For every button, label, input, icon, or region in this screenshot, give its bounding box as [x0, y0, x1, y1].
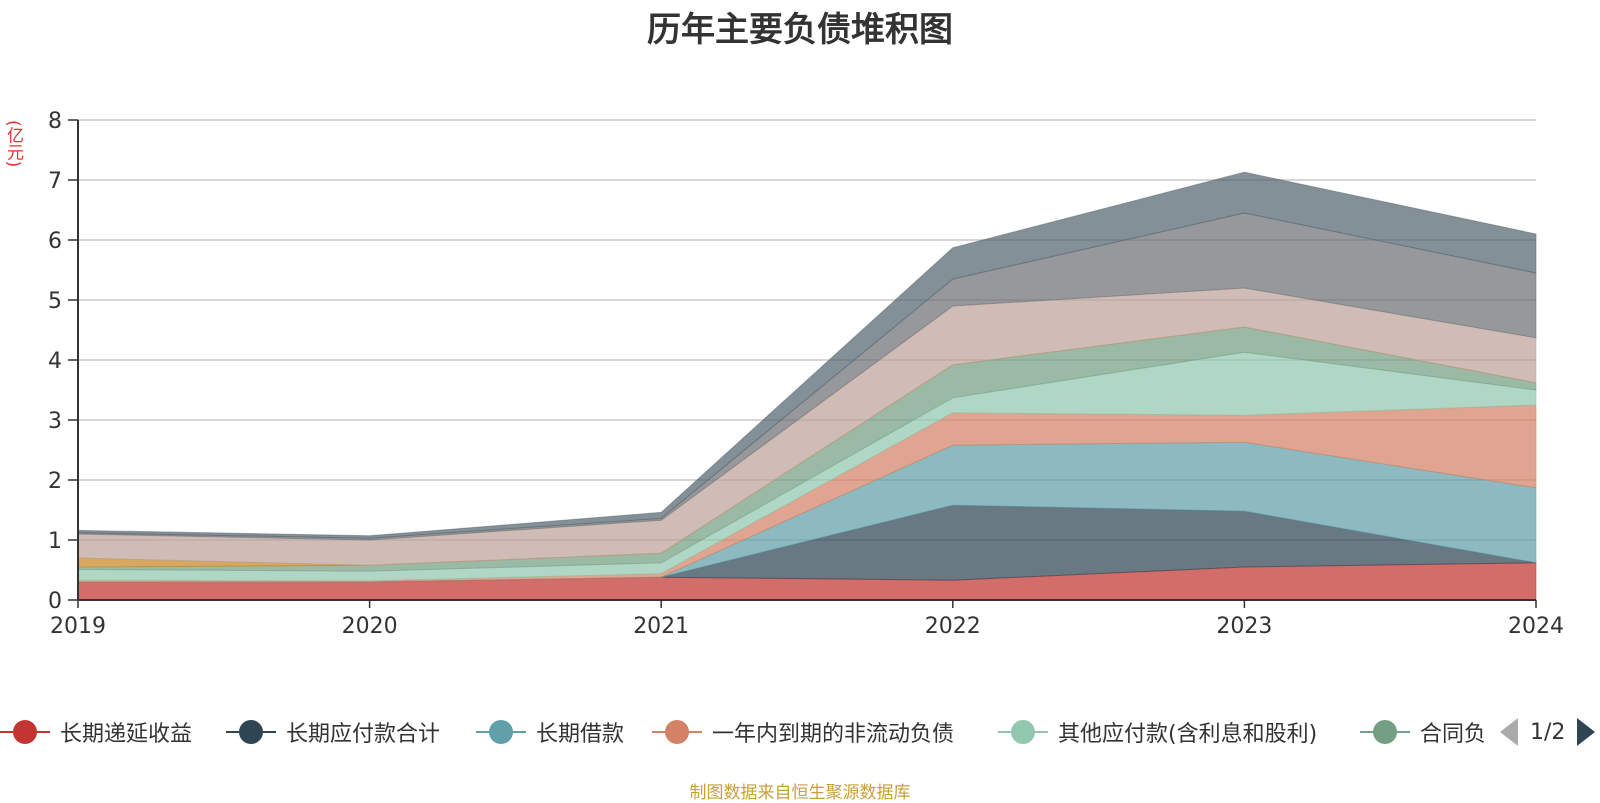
- y-tick-label: 4: [48, 349, 62, 374]
- legend-marker-icon: [476, 712, 526, 752]
- x-tick-label: 2024: [1508, 614, 1564, 639]
- legend-label: 长期借款: [536, 722, 625, 747]
- area-series-layer: [77, 171, 1537, 601]
- y-axis-unit-label: (亿元): [3, 120, 23, 168]
- x-tick-label: 2022: [925, 614, 981, 639]
- y-tick-label: 1: [48, 529, 62, 554]
- y-tick-label: 2: [48, 469, 62, 494]
- legend: 长期递延收益 长期应付款合计 长期借款 一年内到期的非流动负债 其他应付款(含利息和股利…: [0, 712, 1600, 752]
- chart-title: 历年主要负债堆积图: [647, 10, 953, 50]
- x-tick-label: 2023: [1216, 614, 1272, 639]
- x-tick-label: 2021: [633, 614, 689, 639]
- legend-item[interactable]: 长期递延收益: [0, 712, 192, 752]
- legend-marker-icon: [998, 712, 1048, 752]
- legend-marker-icon: [1360, 712, 1410, 752]
- legend-item[interactable]: 一年内到期的非流动负债: [652, 712, 954, 752]
- area-series-10[interactable]: [77, 171, 1537, 539]
- legend-items: 长期递延收益 长期应付款合计 长期借款 一年内到期的非流动负债 其他应付款(含利息和股利…: [0, 712, 1484, 752]
- legend-marker-icon: [0, 712, 50, 752]
- legend-pager: 1/2: [1500, 712, 1596, 752]
- y-tick-label: 7: [48, 169, 62, 194]
- y-tick-label: 0: [48, 589, 62, 614]
- legend-next-page-icon[interactable]: [1577, 718, 1596, 746]
- source-note: 制图数据来自恒生聚源数据库: [689, 783, 911, 803]
- x-tick-label: 2019: [50, 614, 106, 639]
- y-tick-label: 6: [48, 229, 62, 254]
- y-tick-label: 3: [48, 409, 62, 434]
- legend-page-indicator: 1/2: [1530, 719, 1566, 745]
- legend-label: 长期递延收益: [60, 722, 193, 747]
- x-tick-label: 2020: [342, 614, 398, 639]
- legend-label: 长期应付款合计: [286, 722, 441, 747]
- axes: 0 1 2 3 4 5 6 7 8 2019 2020 2021 2022 2023 2024: [48, 109, 1564, 639]
- legend-marker-icon: [652, 712, 702, 752]
- stacked-area-chart: 0 1 2 3 4 5 6 7 8 2019 2020 2021 2022 2023 2024: [48, 109, 1564, 639]
- legend-marker-icon: [226, 712, 276, 752]
- legend-prev-page-icon[interactable]: [1500, 718, 1518, 746]
- legend-item[interactable]: 其他应付款(含利息和股利): [998, 712, 1317, 752]
- legend-item[interactable]: 合同负: [1360, 712, 1484, 752]
- legend-label: 一年内到期的非流动负债: [712, 722, 955, 747]
- legend-item[interactable]: 长期借款: [476, 712, 624, 752]
- y-tick-label: 8: [48, 109, 62, 134]
- legend-label: 其他应付款(含利息和股利): [1058, 722, 1318, 747]
- legend-label: 合同负: [1420, 722, 1484, 747]
- y-tick-label: 5: [48, 289, 62, 314]
- legend-item[interactable]: 长期应付款合计: [226, 712, 440, 752]
